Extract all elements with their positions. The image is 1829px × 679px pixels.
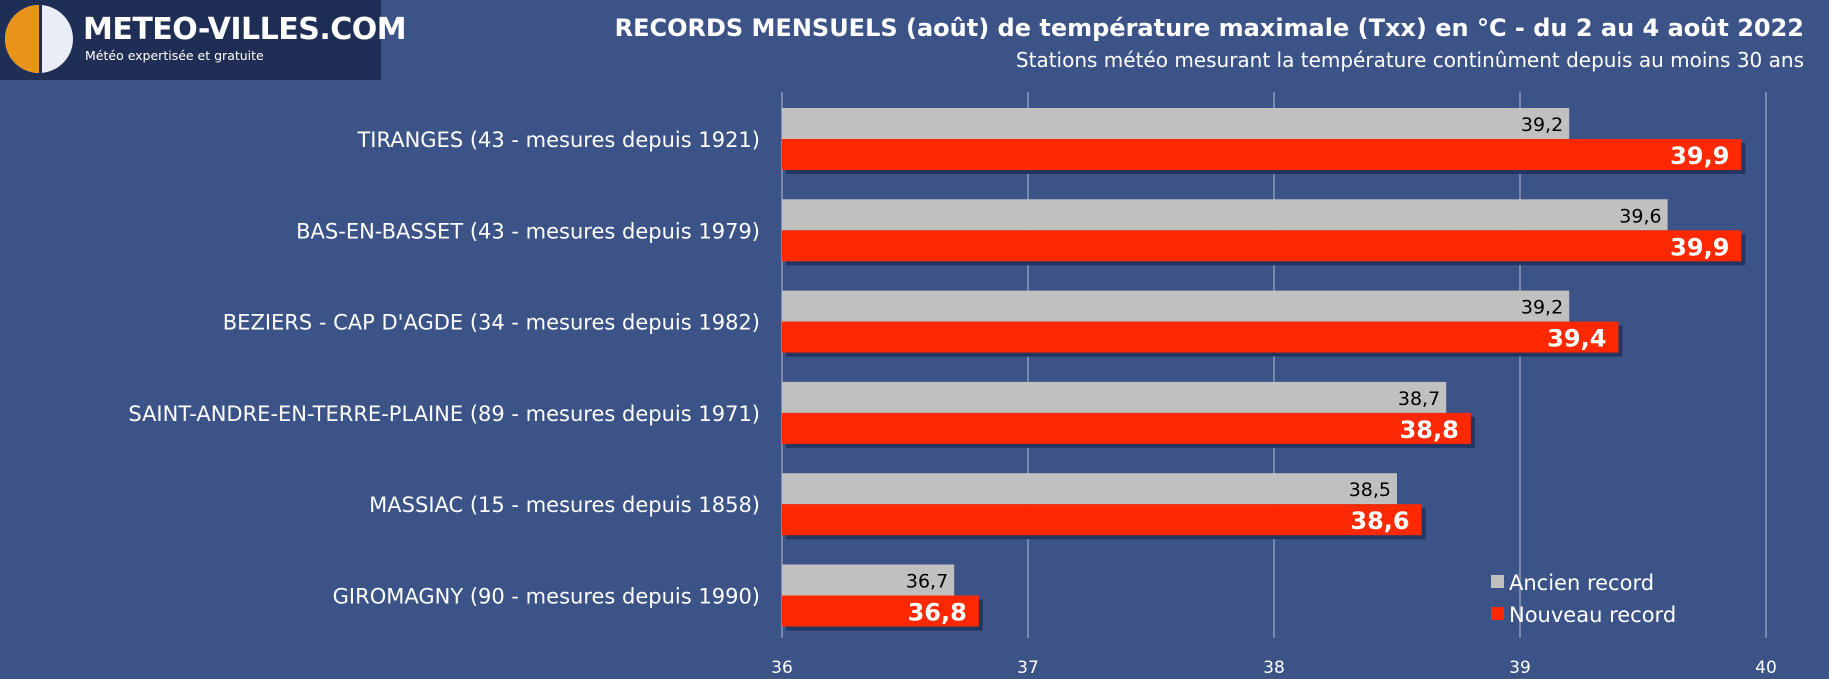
category-label: MASSIAC (15 - mesures depuis 1858) (369, 493, 760, 517)
bar-new-record (782, 230, 1742, 262)
logo-subtitle: Météo expertisée et gratuite (85, 48, 264, 63)
bar-old-record (782, 381, 1447, 413)
chart-title: RECORDS MENSUELS (août) de température m… (614, 14, 1804, 42)
bar-old-record (782, 290, 1570, 322)
category-labels: TIRANGES (43 - mesures depuis 1921) BAS-E… (128, 128, 760, 609)
bar-new-record (782, 412, 1471, 444)
legend-swatch-old (1491, 575, 1504, 588)
x-tick-label: 36 (771, 658, 793, 678)
data-label-new: 36,8 (908, 599, 967, 627)
legend-swatch-new (1491, 607, 1504, 620)
category-label: SAINT-ANDRE-EN-TERRE-PLAINE (89 - mesure… (128, 402, 760, 426)
bar-new-record (782, 321, 1619, 353)
site-logo: METEO-VILLES.COM Météo expertisée et gra… (0, 0, 407, 80)
category-label: BAS-EN-BASSET (43 - mesures depuis 1979) (296, 219, 760, 243)
bar-old-record (782, 473, 1397, 505)
bar-new-record (782, 139, 1742, 170)
gridlines (781, 92, 1767, 638)
data-label-old: 38,7 (1398, 388, 1440, 410)
category-label: GIROMAGNY (90 - mesures depuis 1990) (333, 585, 760, 609)
data-label-old: 38,5 (1349, 479, 1391, 501)
logo-title: METEO-VILLES.COM (83, 12, 407, 47)
legend-label-new: Nouveau record (1509, 603, 1676, 627)
chart-subtitle: Stations météo mesurant la température c… (1015, 48, 1804, 72)
data-label-new: 39,9 (1670, 233, 1729, 261)
category-label: TIRANGES (43 - mesures depuis 1921) (356, 128, 760, 152)
data-label-old: 39,6 (1619, 205, 1661, 227)
data-label-new: 39,9 (1670, 142, 1729, 170)
bar-new-record (782, 595, 979, 627)
x-tick-label: 38 (1263, 658, 1285, 678)
x-tick-label: 40 (1755, 658, 1777, 678)
data-label-new: 38,6 (1350, 507, 1409, 535)
data-label-new: 39,4 (1547, 325, 1606, 353)
bars: 39,2 39,9 39,6 39,9 39,2 39,4 38,7 38,8 38,5 38,6… (782, 108, 1746, 631)
x-axis-ticks: 36 37 38 39 40 (771, 658, 1777, 678)
x-tick-label: 37 (1017, 658, 1039, 678)
x-tick-label: 39 (1509, 658, 1531, 678)
logo-mark-icon (5, 5, 73, 73)
legend: Ancien record Nouveau record (1491, 571, 1676, 627)
bar-old-record (782, 199, 1668, 231)
bar-old-record (782, 564, 955, 596)
data-label-old: 39,2 (1521, 114, 1563, 136)
bar-old-record (782, 108, 1570, 139)
legend-label-old: Ancien record (1509, 571, 1654, 595)
data-label-old: 39,2 (1521, 297, 1563, 319)
data-label-new: 38,8 (1400, 416, 1459, 444)
category-label: BEZIERS - CAP D'AGDE (34 - mesures depui… (223, 311, 760, 335)
data-label-old: 36,7 (906, 571, 948, 593)
bar-new-record (782, 504, 1422, 536)
